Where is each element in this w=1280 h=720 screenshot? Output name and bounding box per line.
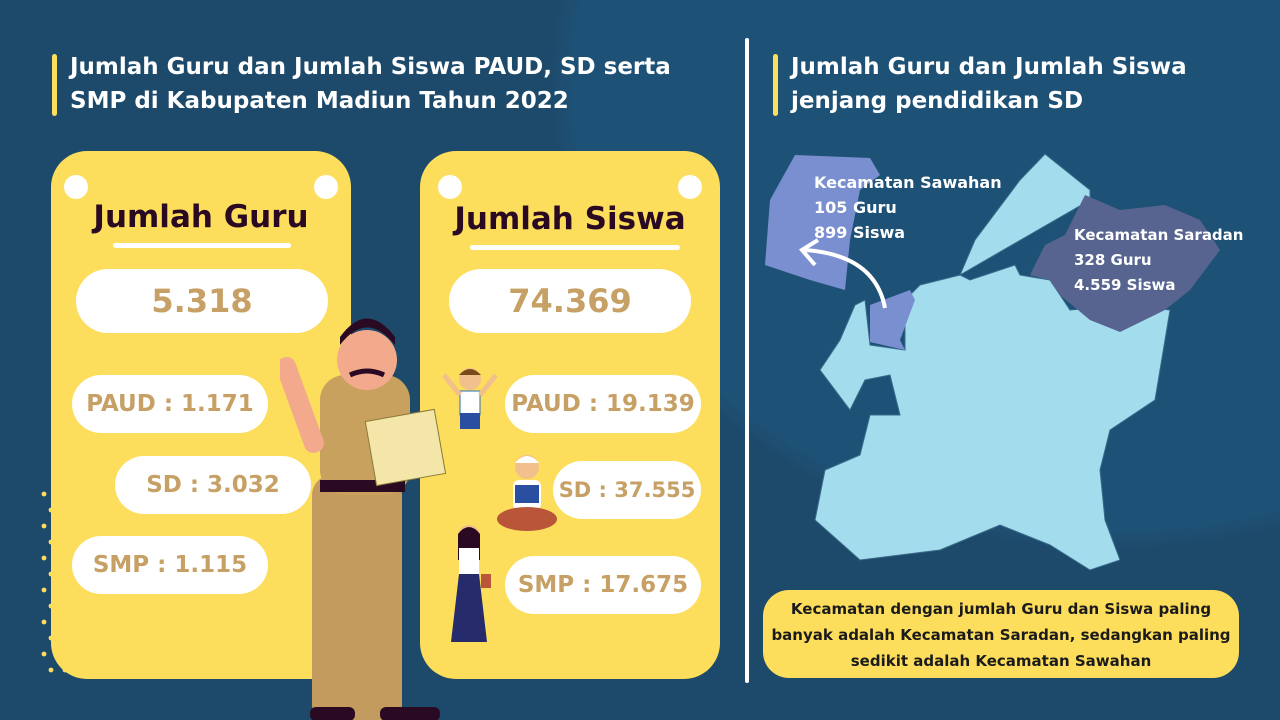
left-title: Jumlah Guru dan Jumlah Siswa PAUD, SD se… [52,50,671,118]
sawahan-guru: 105 Guru [814,198,897,217]
map-region-sawahan-east [870,290,915,350]
card-hole [64,175,88,199]
siswa-sd: SD : 37.555 [553,461,701,519]
map-region-sawahan-west [765,155,880,290]
sawahan-siswa: 899 Siswa [814,223,906,242]
decor-dot [41,523,47,529]
decor-dot [41,491,47,497]
card-hole [314,175,338,199]
siswa-smp: SMP : 17.675 [505,556,701,614]
guru-total: 5.318 [76,269,328,333]
card-hole [678,175,702,199]
siswa-paud: PAUD : 19.139 [505,375,701,433]
decor-dot [41,619,47,625]
card-hole [438,175,462,199]
left-title-line2: SMP di Kabupaten Madiun Tahun 2022 [70,88,569,114]
title-underline [470,245,680,250]
guru-sd: SD : 3.032 [115,456,311,514]
decor-dot [41,555,47,561]
teacher-illustration [280,318,447,720]
left-title-line1: Jumlah Guru dan Jumlah Siswa PAUD, SD se… [70,54,671,80]
right-title-line1: Jumlah Guru dan Jumlah Siswa [791,54,1187,80]
saradan-label: Kecamatan Saradan 328 Guru 4.559 Siswa [1074,223,1243,298]
guru-card: Jumlah Guru 5.318 PAUD : 1.171 SD : 3.03… [51,151,351,679]
decor-dot [41,587,47,593]
guru-smp: SMP : 1.115 [72,536,268,594]
saradan-guru: 328 Guru [1074,251,1152,269]
madiun-map [765,153,1220,571]
student-reading-illustration [497,455,557,531]
divider [745,38,749,683]
title-underline [113,243,291,248]
student-boy-illustration [442,368,498,429]
guru-card-title: Jumlah Guru [93,199,309,235]
sawahan-label: Kecamatan Sawahan 105 Guru 899 Siswa [814,170,1002,245]
right-title: Jumlah Guru dan Jumlah Siswa jenjang pen… [773,50,1187,118]
arrow-icon [804,248,887,309]
student-girl-illustration [451,525,491,642]
right-title-line2: jenjang pendidikan SD [791,88,1084,114]
guru-paud: PAUD : 1.171 [72,375,268,433]
siswa-card-title: Jumlah Siswa [454,201,686,237]
sawahan-name: Kecamatan Sawahan [814,173,1002,192]
map-region-saradan [1030,195,1220,332]
summary-note: Kecamatan dengan jumlah Guru dan Siswa p… [763,590,1239,678]
decor-dot [48,667,54,673]
saradan-siswa: 4.559 Siswa [1074,276,1176,294]
siswa-total: 74.369 [449,269,691,333]
saradan-name: Kecamatan Saradan [1074,226,1244,244]
arrow-head-icon [798,238,820,267]
decor-dot [41,651,47,657]
